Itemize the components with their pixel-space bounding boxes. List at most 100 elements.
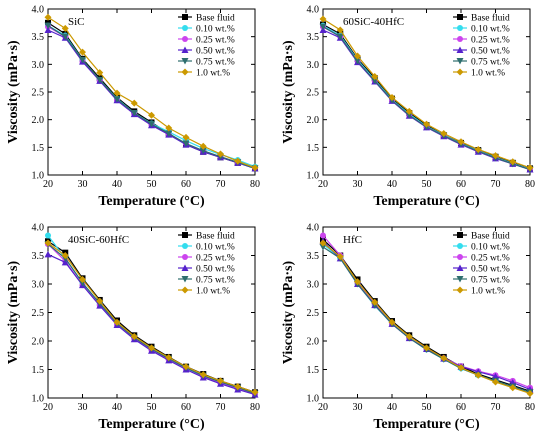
legend-label: 0.50 wt.% (196, 264, 235, 274)
legend-label: 0.75 wt.% (196, 57, 235, 67)
x-tick-label: 60 (456, 179, 466, 190)
y-tick-label: 2.0 (307, 115, 320, 126)
legend-label: 0.50 wt.% (471, 46, 510, 56)
y-tick-label: 4.0 (307, 223, 320, 234)
x-tick-label: 30 (78, 402, 88, 413)
legend-label: 0.25 wt.% (196, 35, 235, 45)
legend-label: 0.75 wt.% (471, 275, 510, 285)
data-point (423, 344, 430, 352)
x-tick-label: 30 (353, 179, 363, 190)
data-point (251, 164, 259, 172)
legend-marker (181, 286, 189, 294)
legend-marker (456, 46, 464, 53)
data-point (79, 56, 86, 64)
data-point (44, 239, 52, 247)
legend-label: 1.0 wt.% (471, 286, 505, 296)
y-tick-label: 3.5 (307, 251, 320, 262)
y-tick-label: 2.0 (32, 115, 45, 126)
legend-label: 0.10 wt.% (196, 24, 235, 34)
data-point (371, 73, 379, 81)
y-tick-label: 1.0 (307, 171, 320, 182)
legend-label: Base fluid (471, 230, 510, 241)
legend-marker (457, 14, 463, 20)
data-point (354, 58, 361, 65)
data-point (336, 33, 344, 41)
x-tick-label: 50 (147, 179, 157, 190)
data-point (440, 354, 448, 362)
legend-marker (457, 254, 463, 260)
y-tick-label: 1.0 (307, 394, 320, 405)
y-tick-label: 2.5 (32, 308, 45, 319)
data-point (182, 133, 190, 141)
legend-marker (181, 276, 189, 283)
y-tick-label: 1.5 (307, 143, 320, 154)
legend-marker (456, 286, 464, 294)
x-tick-label: 80 (525, 402, 535, 413)
data-point (44, 26, 52, 34)
data-point (96, 297, 104, 305)
x-tick-label: 80 (525, 179, 535, 190)
y-tick-label: 3.0 (32, 60, 45, 71)
x-axis-label: Temperature (°C) (98, 194, 205, 209)
legend-marker (181, 264, 189, 271)
data-point (199, 142, 207, 150)
y-tick-label: 2.5 (32, 88, 45, 99)
x-tick-label: 70 (491, 402, 501, 413)
data-point (354, 278, 361, 286)
data-point (371, 298, 379, 306)
x-tick-label: 20 (318, 402, 328, 413)
data-point (319, 239, 327, 247)
y-tick-label: 2.5 (307, 88, 320, 99)
y-tick-label: 3.0 (307, 60, 320, 71)
data-point (336, 253, 344, 261)
legend-marker (182, 36, 188, 42)
legend-label: Base fluid (471, 12, 510, 23)
y-tick-label: 1.5 (307, 365, 320, 376)
x-axis-label: Temperature (°C) (98, 417, 205, 432)
y-tick-label: 4.0 (32, 223, 45, 234)
legend-label: Base fluid (196, 12, 235, 23)
data-point (113, 318, 121, 326)
legend-label: 0.25 wt.% (196, 253, 235, 263)
data-point (457, 138, 465, 146)
y-tick-label: 4.0 (307, 5, 320, 16)
x-tick-label: 30 (78, 179, 88, 190)
legend-marker (181, 46, 189, 53)
x-tick-label: 70 (216, 179, 226, 190)
data-point (199, 147, 207, 155)
data-point (217, 377, 224, 385)
panel-title: HfC (343, 234, 362, 246)
legend-label: 0.10 wt.% (471, 242, 510, 252)
data-point (165, 130, 173, 137)
y-axis-label: Viscosity (mPa·s) (281, 261, 296, 365)
data-point (130, 332, 138, 340)
panel-title: SiC (68, 16, 85, 28)
data-point (440, 130, 448, 137)
chart-panel-4: 20 30 40 50 60 70 80 1.0 1.5 2.0 2.5 3.0 3.5 4.0 Tempe… (281, 223, 535, 433)
chart-panel-1: 20 30 40 50 60 70 80 1.0 1.5 2.0 2.5 3.0 3.5 4.0 Tempe… (6, 5, 260, 210)
x-tick-label: 20 (43, 402, 53, 413)
y-axis-label: Viscosity (mPa·s) (6, 261, 21, 365)
legend-label: 1.0 wt.% (471, 68, 505, 78)
legend-label: 0.25 wt.% (471, 253, 510, 263)
data-point (96, 69, 104, 77)
data-point (182, 140, 190, 147)
legend-marker (181, 68, 189, 76)
x-tick-label: 80 (250, 179, 260, 190)
data-point (165, 124, 173, 132)
data-point (148, 111, 155, 119)
data-point (388, 94, 396, 102)
legend-marker (182, 243, 188, 249)
data-point (44, 250, 52, 258)
data-point (44, 13, 52, 21)
data-point (234, 157, 242, 165)
data-point (79, 275, 86, 283)
data-point (492, 372, 499, 380)
data-point (509, 384, 517, 392)
data-point (234, 383, 242, 391)
data-point (45, 232, 51, 239)
legend-label: 0.75 wt.% (196, 275, 235, 285)
data-point (61, 33, 69, 41)
y-tick-label: 2.5 (307, 308, 320, 319)
